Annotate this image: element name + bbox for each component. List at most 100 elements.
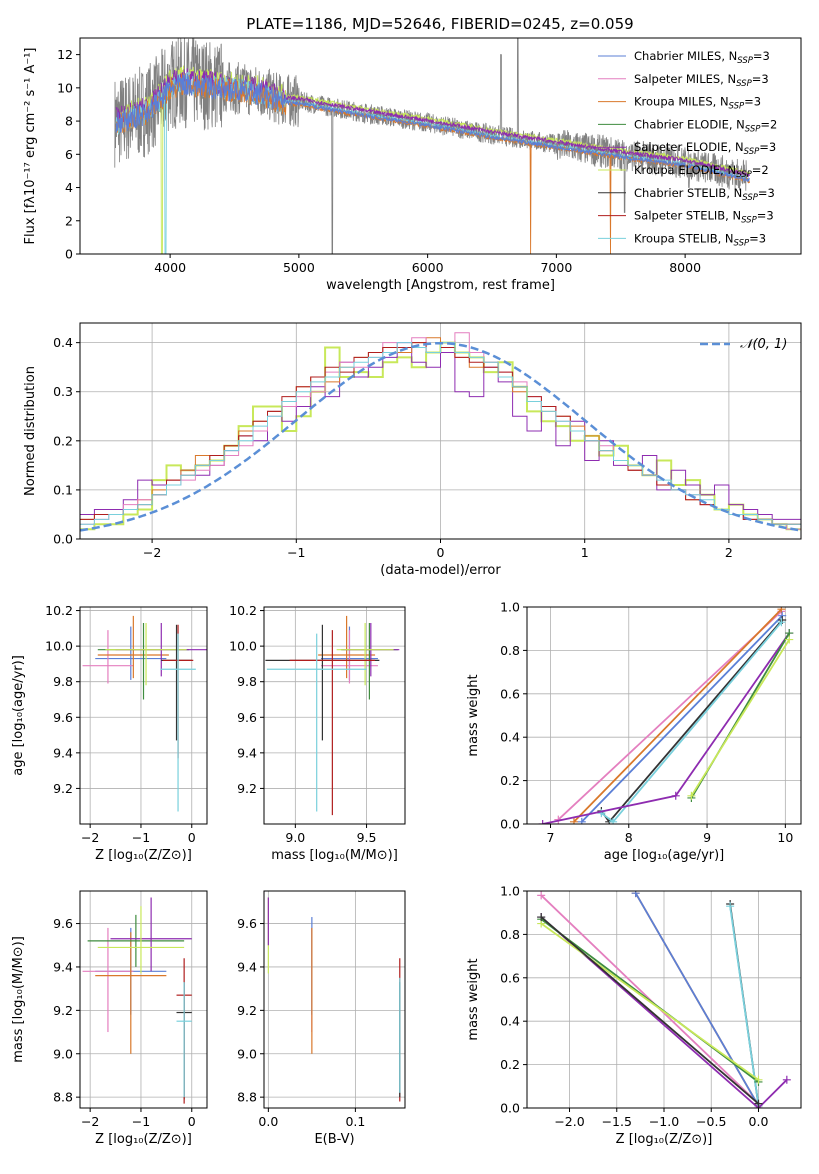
y-tick-label: 9.6 bbox=[237, 710, 257, 725]
weight-line bbox=[690, 639, 791, 797]
legend-entry: Chabrier STELIB, NSSP=3 bbox=[634, 186, 775, 203]
weight-marker bbox=[777, 618, 786, 627]
y-axis-label: mass weight bbox=[466, 674, 481, 756]
weight-marker bbox=[609, 817, 618, 824]
y-tick-label: 1.0 bbox=[500, 600, 520, 615]
x-tick-label: 0.0 bbox=[749, 1114, 769, 1129]
mass-vs-EBV-plot-area bbox=[267, 897, 401, 1102]
legend-entry: Kroupa ELODIE, NSSP=2 bbox=[634, 163, 769, 180]
weight-marker bbox=[569, 817, 578, 824]
spectrum-legend: Chabrier MILES, NSSP=3 Salpeter MILES, NS… bbox=[598, 49, 777, 248]
x-axis-label: mass [log₁₀(M/M⊙)] bbox=[271, 848, 398, 863]
y-tick-label: 9.6 bbox=[53, 916, 73, 931]
x-tick-label: 9 bbox=[703, 830, 711, 845]
y-tick-label: 9.8 bbox=[237, 674, 257, 689]
normal-legend-label: 𝒩(0, 1) bbox=[740, 337, 787, 352]
x-tick-label: 8000 bbox=[669, 260, 701, 275]
legend-entry: Chabrier ELODIE, NSSP=2 bbox=[634, 117, 777, 134]
weight-line bbox=[540, 922, 760, 1081]
x-tick-label: −0.5 bbox=[696, 1114, 726, 1129]
x-tick-label: 7000 bbox=[540, 260, 572, 275]
x-axis-label: wavelength [Angstrom, rest frame] bbox=[326, 278, 555, 293]
age-vs-Z-plot-area bbox=[82, 615, 207, 812]
weight-line bbox=[573, 608, 783, 823]
plot-frame bbox=[526, 606, 802, 825]
y-tick-label: 10 bbox=[57, 80, 73, 95]
y-tick-label: 4 bbox=[65, 180, 73, 195]
x-tick-label: −1 bbox=[132, 1114, 150, 1129]
weight-marker bbox=[537, 891, 546, 900]
y-axis-label: Normed distribution bbox=[23, 366, 38, 496]
weight-marker bbox=[631, 891, 640, 898]
y-tick-label: 10.2 bbox=[229, 603, 257, 618]
y-axis-label: age [log₁₀(age/yr)] bbox=[11, 655, 26, 776]
weight-vs-Z-axes: −2.0 −1.5 −1.0 −0.5 0.0 0.0 0.2 0.4 0.6 0.8 1.0 Z [… bbox=[466, 884, 801, 1147]
y-tick-label: 9.4 bbox=[237, 745, 257, 760]
y-tick-label: 0.4 bbox=[500, 1014, 520, 1029]
y-tick-label: 0 bbox=[65, 247, 73, 262]
y-tick-label: 0.2 bbox=[500, 773, 520, 788]
x-tick-label: 9.0 bbox=[285, 830, 305, 845]
weight-line bbox=[540, 916, 788, 1108]
y-axis-label: mass [log₁₀(M/M⊙)] bbox=[11, 936, 26, 1063]
plot-frame bbox=[263, 606, 406, 825]
y-tick-label: 12 bbox=[57, 47, 73, 62]
y-tick-label: 8.8 bbox=[237, 1090, 257, 1105]
spectrum-plot-area bbox=[114, 38, 750, 254]
weight-vs-Z-plot-area bbox=[537, 891, 791, 1108]
legend-entry: Salpeter STELIB, NSSP=3 bbox=[634, 209, 774, 226]
y-tick-label: 9.6 bbox=[53, 710, 73, 725]
y-tick-label: 9.4 bbox=[53, 745, 73, 760]
plot-frame bbox=[79, 322, 802, 540]
x-tick-label: −2 bbox=[143, 545, 161, 560]
y-tick-label: 0.2 bbox=[500, 1057, 520, 1072]
weight-marker bbox=[782, 1075, 791, 1084]
y-tick-label: 0.2 bbox=[53, 433, 73, 448]
plot-frame bbox=[79, 890, 208, 1109]
y-tick-label: 2 bbox=[65, 213, 73, 228]
residual-histogram bbox=[80, 342, 801, 525]
model-spectrum-line bbox=[115, 73, 750, 182]
plot-frame bbox=[79, 37, 802, 255]
weight-marker bbox=[785, 635, 794, 644]
y-tick-label: 10.0 bbox=[45, 639, 73, 654]
x-axis-label: Z [log₁₀(Z/Z⊙)] bbox=[95, 848, 192, 863]
y-tick-label: 0.1 bbox=[53, 482, 73, 497]
x-tick-label: 0 bbox=[437, 545, 445, 560]
y-tick-label: 6 bbox=[65, 147, 73, 162]
plot-frame bbox=[526, 890, 802, 1109]
y-tick-label: 9.2 bbox=[53, 1003, 73, 1018]
weight-marker bbox=[726, 902, 735, 911]
y-tick-label: 9.8 bbox=[53, 674, 73, 689]
x-axis-label: E(B-V) bbox=[314, 1132, 354, 1147]
y-tick-label: 8 bbox=[65, 114, 73, 129]
legend-entry: Kroupa STELIB, NSSP=3 bbox=[634, 231, 766, 248]
y-tick-label: 9.0 bbox=[53, 1046, 73, 1061]
x-tick-label: 0.0 bbox=[258, 1114, 278, 1129]
x-tick-label: 6000 bbox=[412, 260, 444, 275]
x-axis-label: Z [log₁₀(Z/Z⊙)] bbox=[95, 1132, 192, 1147]
y-tick-label: 10.2 bbox=[45, 603, 73, 618]
x-tick-label: −1.5 bbox=[602, 1114, 632, 1129]
y-tick-label: 0.0 bbox=[500, 1101, 520, 1116]
y-axis-label: Flux [fλ10⁻¹⁷ erg cm⁻² s⁻¹ A⁻¹] bbox=[23, 48, 38, 245]
x-tick-label: 0.1 bbox=[345, 1114, 365, 1129]
x-tick-label: 10 bbox=[777, 830, 793, 845]
x-axis-label: (data-model)/error bbox=[380, 563, 501, 578]
mass-vs-Z-plot-area bbox=[82, 897, 192, 1104]
spectrum-axes: 4000 5000 6000 7000 8000 0 2 4 6 8 10 12 wavelength … bbox=[23, 47, 701, 293]
y-tick-label: 9.0 bbox=[237, 1046, 257, 1061]
x-tick-label: 7 bbox=[547, 830, 555, 845]
age-vs-mass-plot-area bbox=[265, 615, 400, 816]
y-tick-label: 0.8 bbox=[500, 927, 520, 942]
y-tick-label: 9.4 bbox=[237, 959, 257, 974]
legend-entry: Chabrier MILES, NSSP=3 bbox=[634, 49, 770, 66]
weight-marker bbox=[577, 817, 586, 824]
y-tick-label: 0.6 bbox=[500, 686, 520, 701]
x-tick-label: −1 bbox=[132, 830, 150, 845]
chart-title: PLATE=1186, MJD=52646, FIBERID=0245, z=0… bbox=[246, 15, 633, 33]
y-tick-label: 9.4 bbox=[53, 959, 73, 974]
x-axis-label: age [log₁₀(age/yr)] bbox=[604, 848, 725, 863]
x-tick-label: 0 bbox=[188, 1114, 196, 1129]
y-tick-label: 9.6 bbox=[237, 916, 257, 931]
